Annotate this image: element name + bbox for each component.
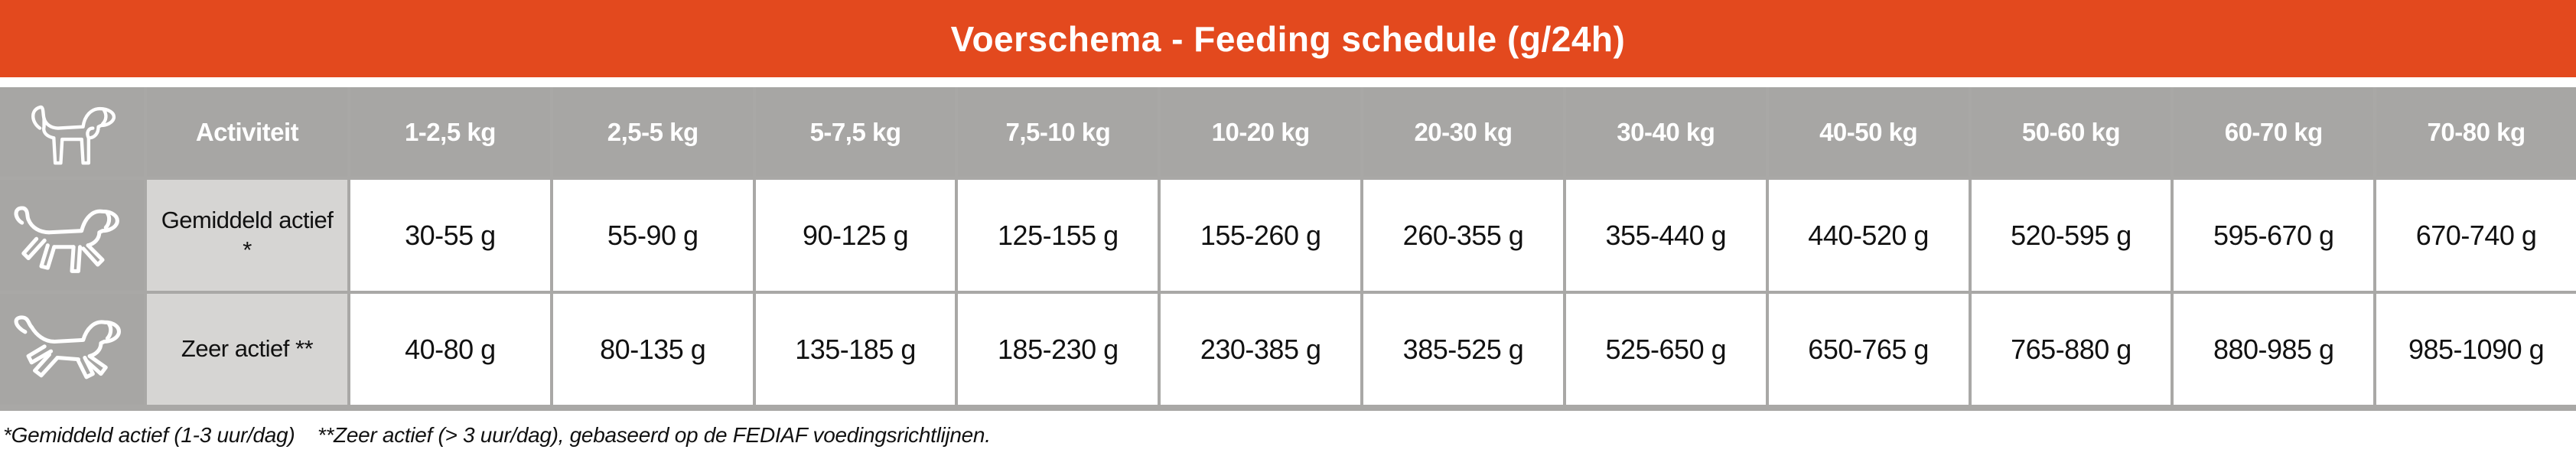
feeding-value: 230-385 g: [1161, 294, 1361, 405]
weight-header: 30-40 kg: [1565, 87, 1766, 177]
standing-dog-icon: [31, 105, 116, 164]
feeding-value: 40-80 g: [350, 294, 550, 405]
feeding-value: 595-670 g: [2174, 180, 2374, 291]
weight-header: 50-60 kg: [1971, 87, 2171, 177]
header-icon-cell: [0, 87, 144, 177]
feeding-value: 135-185 g: [755, 294, 956, 405]
weight-header: 2,5-5 kg: [552, 87, 753, 177]
feeding-value: 650-765 g: [1768, 294, 1969, 405]
average-active-icon-cell: [0, 180, 144, 291]
feeding-value: 385-525 g: [1363, 294, 1563, 405]
page-title: Voerschema - Feeding schedule (g/24h): [950, 18, 1626, 59]
feeding-value: 880-985 g: [2174, 294, 2374, 405]
weight-header: 10-20 kg: [1161, 87, 1361, 177]
weight-header: 1-2,5 kg: [350, 87, 550, 177]
feeding-value: 355-440 g: [1565, 180, 1766, 291]
running-dog-icon: [14, 314, 121, 379]
activity-column-header: Activiteit: [147, 87, 347, 177]
feeding-value: 80-135 g: [552, 294, 753, 405]
footnote-average-active: *Gemiddeld actief (1-3 uur/dag): [3, 423, 295, 447]
very-active-icon-cell: [0, 294, 144, 405]
feeding-value: 765-880 g: [1971, 294, 2171, 405]
activity-row-label: Gemiddeld actief *: [147, 180, 347, 291]
trotting-dog-icon: [14, 206, 119, 273]
feeding-value: 125-155 g: [958, 180, 1158, 291]
weight-header: 40-50 kg: [1768, 87, 1969, 177]
feeding-value: 55-90 g: [552, 180, 753, 291]
weight-header: 60-70 kg: [2174, 87, 2374, 177]
weight-header: 7,5-10 kg: [958, 87, 1158, 177]
feeding-value: 670-740 g: [2376, 180, 2576, 291]
weight-header: 20-30 kg: [1363, 87, 1563, 177]
feeding-value: 185-230 g: [958, 294, 1158, 405]
feeding-schedule-table: Activiteit 1-2,5 kg 2,5-5 kg 5-7,5 kg 7,…: [0, 87, 2576, 411]
feeding-value: 260-355 g: [1363, 180, 1563, 291]
feeding-value: 985-1090 g: [2376, 294, 2576, 405]
activity-row-label: Zeer actief **: [147, 294, 347, 405]
feeding-value: 90-125 g: [755, 180, 956, 291]
weight-header: 70-80 kg: [2376, 87, 2576, 177]
weight-header: 5-7,5 kg: [755, 87, 956, 177]
feeding-value: 155-260 g: [1161, 180, 1361, 291]
feeding-value: 525-650 g: [1565, 294, 1766, 405]
footnote: *Gemiddeld actief (1-3 uur/dag) **Zeer a…: [0, 411, 2576, 448]
title-banner: Voerschema - Feeding schedule (g/24h): [0, 0, 2576, 77]
feeding-value: 440-520 g: [1768, 180, 1969, 291]
feeding-value: 30-55 g: [350, 180, 550, 291]
feeding-value: 520-595 g: [1971, 180, 2171, 291]
footnote-very-active: **Zeer actief (> 3 uur/dag), gebaseerd o…: [317, 423, 991, 447]
